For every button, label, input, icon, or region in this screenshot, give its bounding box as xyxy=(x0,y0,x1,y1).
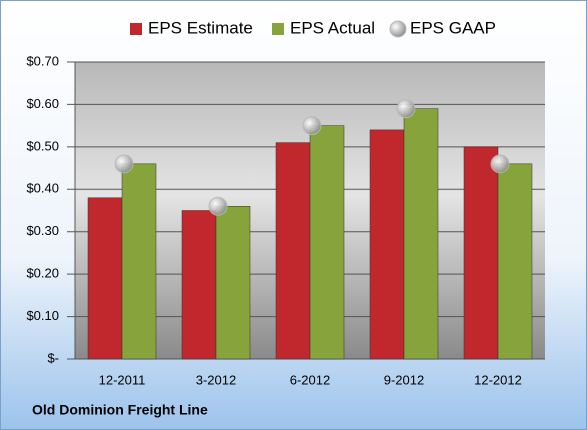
y-tick-label: $- xyxy=(47,350,59,365)
gaap-point xyxy=(302,116,322,136)
bar xyxy=(403,108,439,360)
bar xyxy=(275,142,311,360)
bar xyxy=(121,163,157,360)
bar xyxy=(497,163,533,360)
y-tick-label: $0.20 xyxy=(26,266,59,281)
legend-marker xyxy=(272,23,284,35)
y-tick-label: $0.10 xyxy=(26,308,59,323)
gaap-point xyxy=(114,154,134,174)
x-tick-label: 9-2012 xyxy=(384,372,424,387)
y-tick-label: $0.70 xyxy=(26,53,59,68)
bar xyxy=(463,146,499,360)
x-tick-label: 12-2012 xyxy=(474,372,522,387)
bar xyxy=(309,125,345,360)
bar xyxy=(181,210,217,360)
gaap-point xyxy=(396,99,416,119)
bar xyxy=(87,197,123,360)
legend-label: EPS GAAP xyxy=(410,18,496,37)
y-tick-label: $0.50 xyxy=(26,138,59,153)
footer: Old Dominion Freight Line xyxy=(32,402,208,418)
x-tick-label: 3-2012 xyxy=(196,372,236,387)
legend-label: EPS Estimate xyxy=(148,18,253,37)
legend-label: EPS Actual xyxy=(290,18,375,37)
y-tick-label: $0.30 xyxy=(26,223,59,238)
gaap-point xyxy=(490,154,510,174)
x-tick-label: 12-2011 xyxy=(99,372,146,387)
legend-marker xyxy=(389,20,407,38)
y-tick-label: $0.60 xyxy=(26,96,59,111)
y-tick-label: $0.40 xyxy=(26,181,59,196)
bar xyxy=(215,206,251,360)
bar xyxy=(369,129,405,360)
x-tick-label: 6-2012 xyxy=(290,372,330,387)
gaap-point xyxy=(208,196,228,216)
legend-marker xyxy=(130,23,142,35)
